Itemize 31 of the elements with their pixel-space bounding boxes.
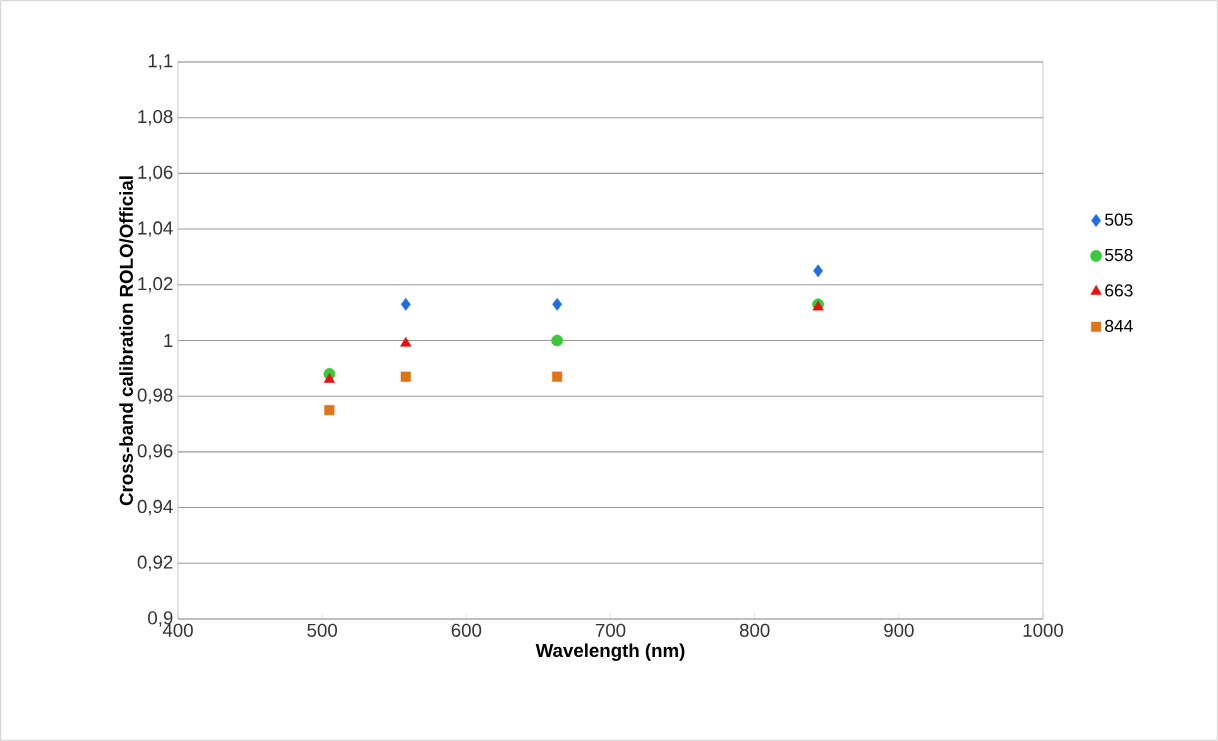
y-tick-label: 0,94 (137, 499, 173, 516)
x-tick-label: 700 (595, 623, 626, 637)
x-tick-label: 1000 (1023, 623, 1064, 637)
point (400, 297, 411, 311)
point (813, 264, 823, 278)
y-tick-label: 1,04 (138, 221, 173, 237)
x-tick-label: 900 (884, 623, 914, 637)
point (324, 405, 335, 416)
point (400, 371, 411, 382)
legend-label: 505 (1105, 213, 1133, 226)
point (323, 373, 335, 383)
y-tick-label: 1,02 (138, 277, 173, 293)
x-axis-title: Wavelength (nm) (535, 643, 685, 661)
x-tick-label: 800 (739, 623, 770, 637)
x-tick-label: 600 (451, 623, 482, 637)
y-tick-label: 1,08 (138, 109, 173, 126)
point (551, 334, 564, 347)
y-tick-label: 1 (164, 334, 173, 347)
y-tick-label: 0,96 (137, 444, 173, 460)
point (552, 297, 563, 311)
y-tick-label: 1,1 (148, 54, 173, 70)
legend-label: 663 (1105, 284, 1133, 297)
y-axis-title: Cross-band calibration ROLO/Official (119, 176, 134, 506)
y-tick-label: 1,06 (138, 165, 173, 182)
x-tick-label: 500 (307, 623, 338, 637)
y-tick-label: 0,92 (137, 555, 173, 571)
y-tick-label: 0,98 (137, 388, 173, 404)
point (400, 336, 412, 347)
legend-label: 844 (1105, 319, 1133, 333)
legend-label: 558 (1105, 248, 1133, 262)
point (552, 371, 563, 382)
